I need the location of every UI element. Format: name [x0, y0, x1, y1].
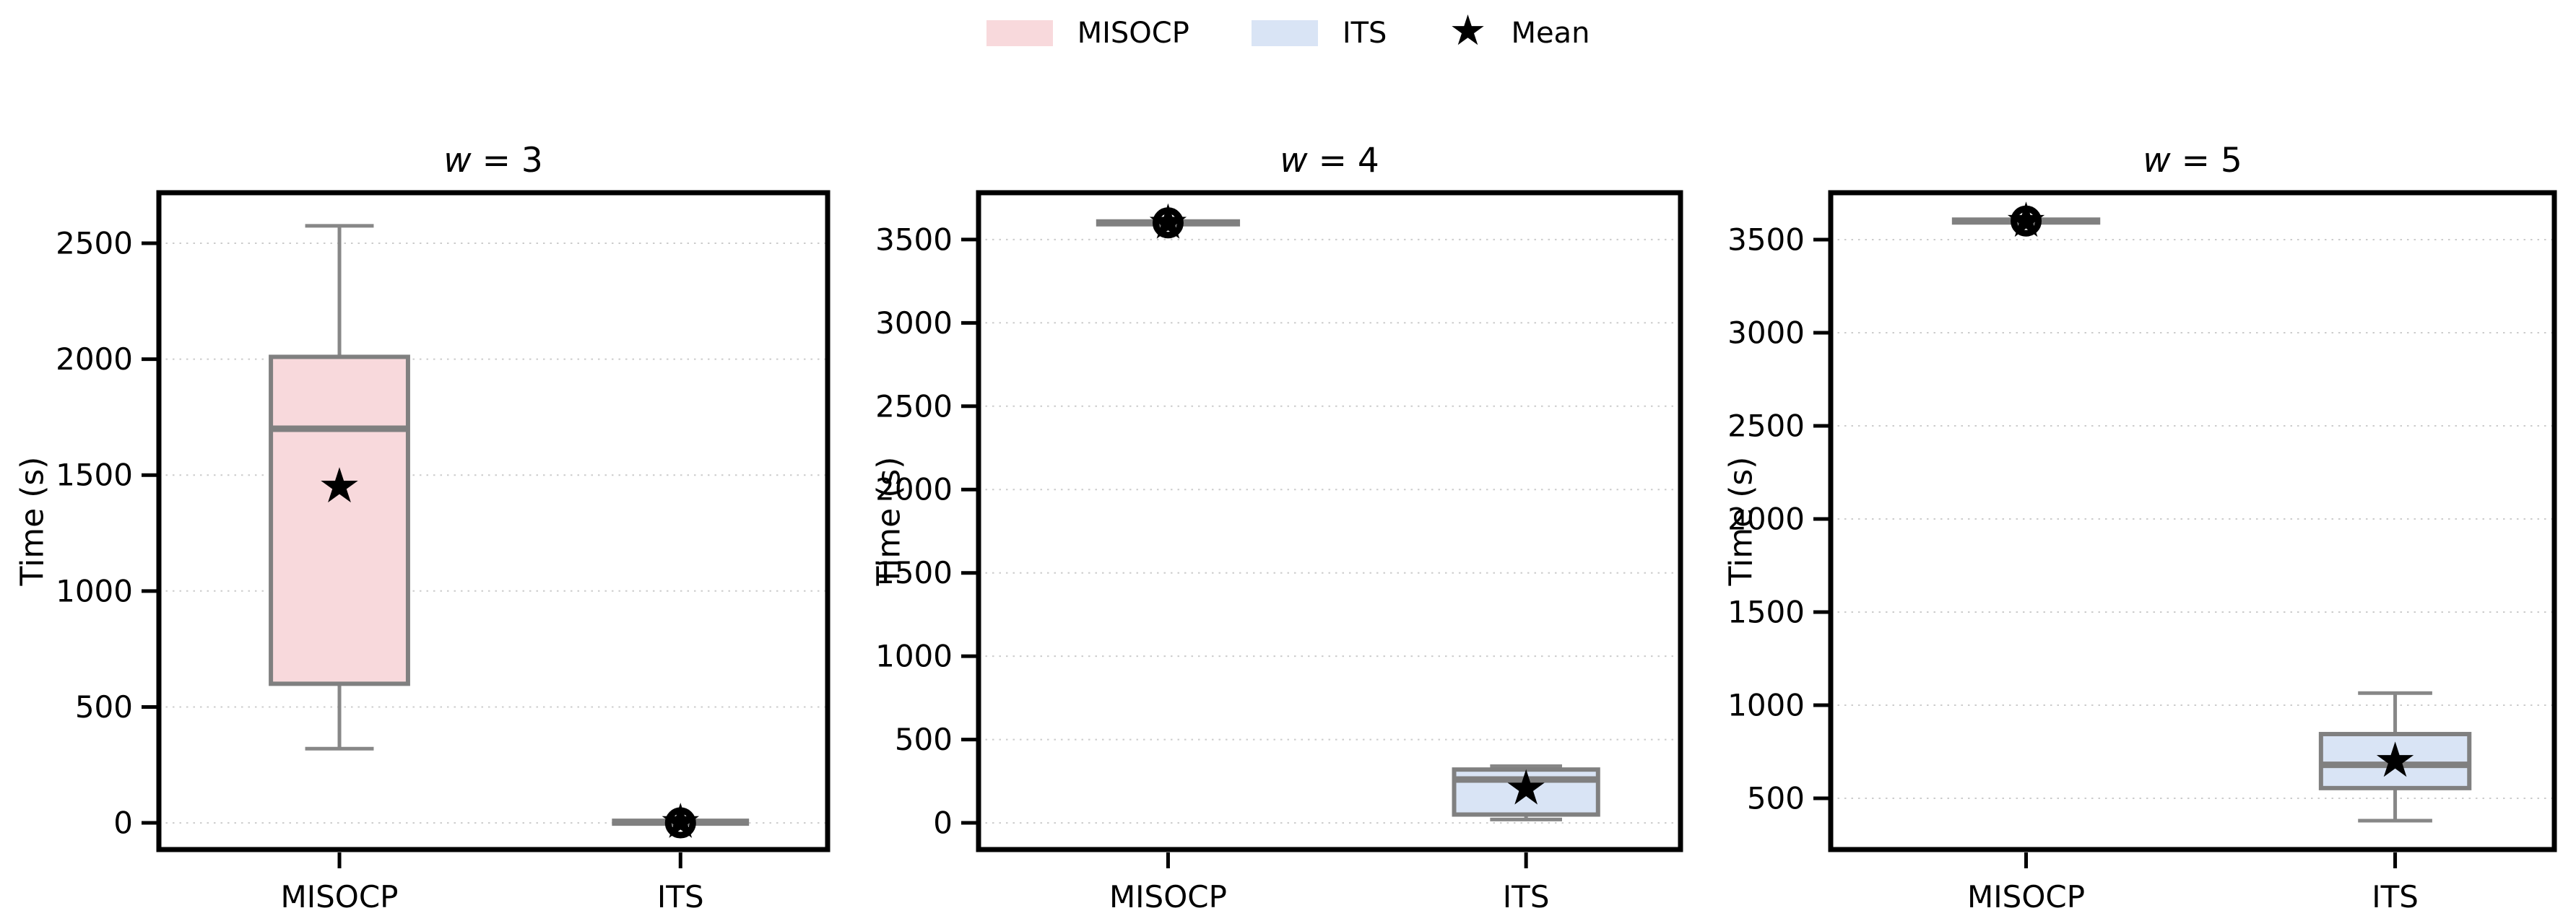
y-tick-label: 0	[113, 806, 133, 841]
x-tick-label: MISOCP	[281, 879, 399, 915]
y-tick-label: 1500	[1727, 595, 1805, 630]
y-tick-label: 2000	[875, 472, 953, 507]
mean-marker	[321, 467, 358, 503]
x-tick-label: ITS	[657, 879, 704, 915]
box-misocp	[1096, 203, 1241, 239]
y-axis-label: Time (s)	[871, 457, 908, 587]
its-swatch	[1251, 20, 1318, 46]
mean-marker	[662, 803, 699, 838]
legend-label-mean: Mean	[1511, 17, 1590, 50]
subplot-w5: 500 1000 1500 2000 2500 3000 3500 MISOCP ITS w = …	[1723, 141, 2557, 915]
mean-marker	[1507, 769, 1545, 805]
subplot-title: w = 4	[1280, 141, 1379, 180]
y-tick-label: 500	[75, 689, 133, 725]
y-tick-label: 3500	[1727, 222, 1805, 258]
subplot-w4: 0 500 1000 1500 2000 2500 3000 3500 MISOCP ITS w =…	[871, 141, 1683, 915]
x-tick-label: MISOCP	[1967, 879, 2085, 915]
y-tick-label: 1000	[875, 639, 953, 674]
mean-marker	[2376, 741, 2414, 777]
legend-item-misocp: MISOCP	[986, 19, 1189, 48]
y-tick-label: 500	[895, 722, 953, 757]
y-tick-label: 2000	[56, 341, 133, 377]
x-tick-label: MISOCP	[1109, 879, 1227, 915]
subplot-title: w = 3	[443, 141, 543, 180]
legend-label-misocp: MISOCP	[1077, 17, 1189, 50]
y-axis-label: Time (s)	[1723, 457, 1760, 587]
y-tick-label: 3000	[1727, 315, 1805, 351]
box-its	[612, 803, 750, 839]
box-its	[1452, 764, 1600, 821]
x-tick-label: ITS	[1503, 879, 1550, 915]
y-tick-label: 1000	[1727, 688, 1805, 723]
box-misocp	[1951, 201, 2101, 237]
y-tick-label: 2500	[1727, 409, 1805, 444]
mean-marker	[1149, 203, 1187, 239]
box-its	[2318, 691, 2472, 823]
y-tick-label: 1500	[56, 458, 133, 493]
y-tick-label: 2500	[875, 388, 953, 424]
legend-item-its: ITS	[1251, 17, 1387, 50]
y-tick-label: 1000	[56, 573, 133, 608]
legend-label-its: ITS	[1342, 17, 1387, 50]
y-tick-label: 500	[1747, 781, 1805, 816]
subplot-title: w = 5	[2143, 141, 2242, 180]
x-tick-label: ITS	[2372, 879, 2419, 915]
y-tick-label: 3000	[875, 305, 953, 341]
y-tick-label: 2500	[56, 226, 133, 261]
y-axis-label: Time (s)	[14, 457, 51, 587]
legend: MISOCP ITS ★ Mean	[0, 9, 2576, 51]
box-rect	[269, 354, 410, 686]
y-tick-label: 0	[933, 806, 953, 841]
box-misocp	[269, 224, 410, 751]
misocp-swatch	[986, 20, 1053, 46]
axes-frame	[1828, 190, 2557, 852]
y-tick-label: 3500	[875, 222, 953, 257]
subplot-w3: 0 500 1000 1500 2000 2500 MISOCP ITS w = 3 Time (…	[14, 141, 831, 915]
axes-frame	[976, 190, 1683, 852]
axes-frame	[156, 190, 831, 852]
mean-marker	[2007, 201, 2045, 237]
y-tick-label: 2000	[1727, 502, 1805, 537]
y-tick-label: 1500	[875, 555, 953, 590]
